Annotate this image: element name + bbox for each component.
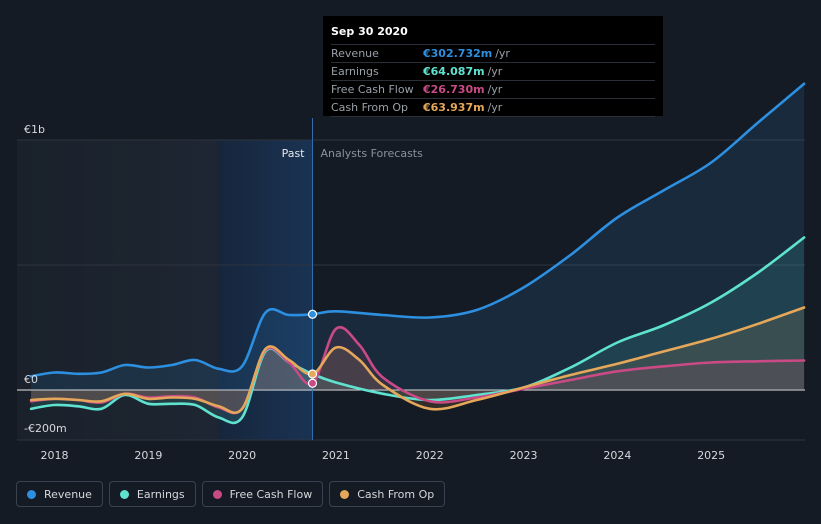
- legend-item-earnings[interactable]: Earnings: [108, 481, 196, 507]
- tooltip-row-revenue: Revenue €302.732m /yr: [331, 44, 655, 62]
- forecast-label: Analysts Forecasts: [321, 147, 424, 160]
- tooltip-date: Sep 30 2020: [331, 25, 408, 38]
- cash-from-op-area: [31, 307, 805, 413]
- legend-item-free-cash-flow[interactable]: Free Cash Flow: [201, 481, 324, 507]
- x-tick-label: 2018: [41, 449, 69, 462]
- chart-legend: Revenue Earnings Free Cash Flow Cash Fro…: [16, 481, 446, 507]
- cash-from-op-dot-icon: [340, 489, 350, 499]
- revenue-dot-icon: [27, 489, 36, 499]
- legend-item-revenue[interactable]: Revenue: [16, 481, 103, 507]
- x-tick-label: 2024: [603, 449, 631, 462]
- free-cash-flow-dot-icon: [212, 489, 222, 499]
- tooltip-row-earnings: Earnings €64.087m /yr: [331, 62, 655, 80]
- free-cash-flow-area: [31, 327, 805, 414]
- earnings-dot-icon: [119, 489, 129, 499]
- free-cash-flow-highlight-point: [307, 378, 318, 388]
- legend-label: Cash From Op: [357, 487, 435, 501]
- cash-from-op-highlight-point: [307, 369, 318, 379]
- x-tick-label: 2023: [510, 449, 538, 462]
- y-tick-label: €1b: [24, 123, 45, 136]
- tooltip-row-cash-from-op: Cash From Op €63.937m /yr: [331, 98, 655, 117]
- legend-item-cash-from-op[interactable]: Cash From Op: [329, 481, 446, 507]
- tooltip-unit: /yr: [487, 65, 503, 78]
- tooltip-row-free-cash-flow: Free Cash Flow €26.730m /yr: [331, 80, 655, 98]
- tooltip-value: €63.937m: [423, 101, 485, 114]
- tooltip-value: €26.730m: [423, 83, 485, 96]
- past-label: Past: [282, 147, 306, 160]
- x-tick-label: 2021: [322, 449, 350, 462]
- x-tick-label: 2022: [416, 449, 444, 462]
- x-tick-label: 2019: [134, 449, 162, 462]
- revenue-highlight-point: [307, 309, 318, 319]
- tooltip-label: Cash From Op: [331, 101, 409, 114]
- tooltip-unit: /yr: [487, 101, 503, 114]
- tooltip-value: €302.732m: [423, 47, 493, 60]
- y-tick-label: -€200m: [24, 422, 67, 435]
- tooltip-unit: /yr: [495, 47, 510, 60]
- tooltip-label: Free Cash Flow: [331, 83, 414, 96]
- y-tick-label: €0: [24, 373, 38, 386]
- legend-label: Earnings: [136, 487, 185, 501]
- tooltip-panel: Sep 30 2020 Revenue €302.732m /yr Earnin…: [323, 16, 663, 117]
- revenue-area: [31, 83, 805, 391]
- x-tick-label: 2020: [228, 449, 256, 462]
- x-tick-label: 2025: [697, 449, 725, 462]
- legend-label: Free Cash Flow: [229, 487, 313, 501]
- tooltip-label: Earnings: [331, 65, 379, 78]
- tooltip-value: €64.087m: [423, 65, 485, 78]
- tooltip-unit: /yr: [487, 83, 503, 96]
- earnings-area: [31, 237, 805, 423]
- revenue-line: [29, 82, 806, 378]
- legend-label: Revenue: [44, 487, 92, 501]
- tooltip-label: Revenue: [331, 47, 379, 60]
